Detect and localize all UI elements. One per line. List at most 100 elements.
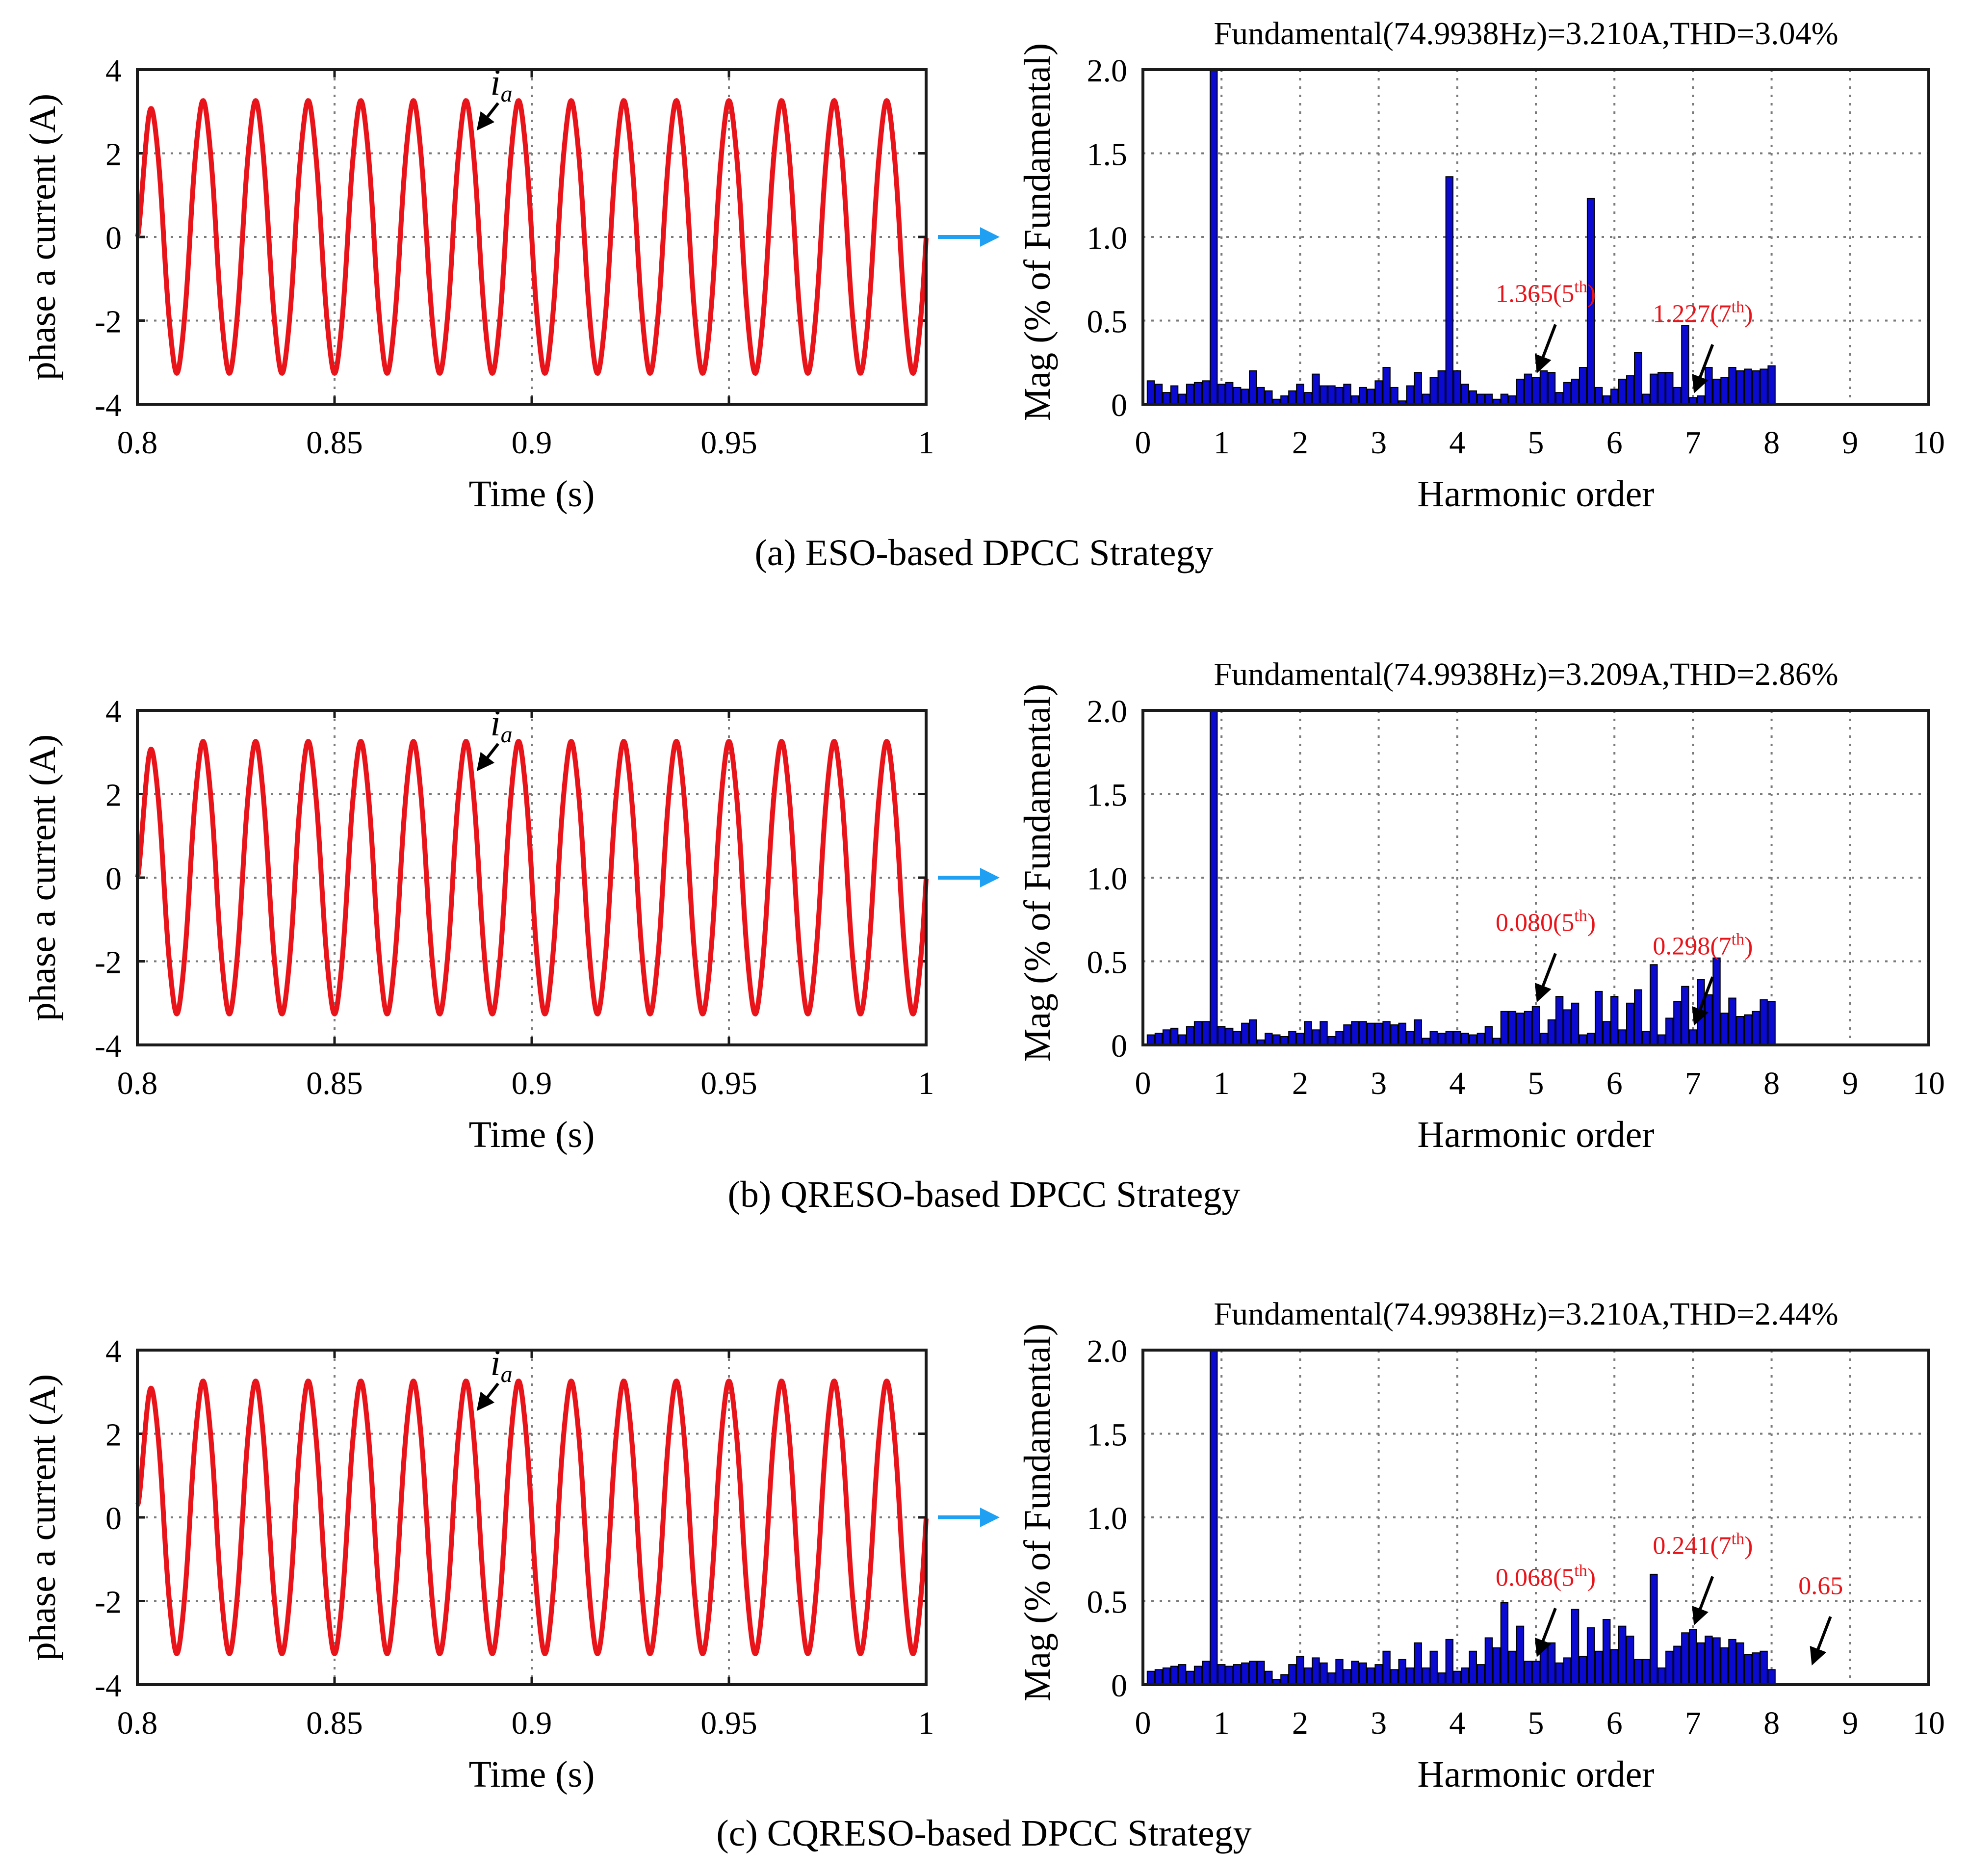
y-tick-label: 2	[105, 137, 122, 173]
harmonic-bar	[1736, 1642, 1744, 1686]
harmonic-bar	[1225, 382, 1234, 405]
series-label-sub: a	[501, 722, 513, 748]
harmonic-bar	[1304, 1667, 1312, 1685]
harmonic-bar	[1697, 1642, 1705, 1686]
harmonic-bar	[1288, 1664, 1296, 1686]
harmonic-bar	[1351, 1661, 1359, 1686]
harmonic-bar	[1531, 377, 1540, 405]
harmonic-bar	[1547, 1019, 1556, 1046]
harmonic-bar	[1555, 392, 1564, 405]
harmonic-bar	[1712, 378, 1721, 405]
harmonic-bar	[1304, 392, 1312, 405]
harmonic-bar	[1531, 1661, 1540, 1686]
harmonic-bar	[1634, 989, 1642, 1045]
figure-caption: (a) ESO-based DPCC Strategy	[754, 532, 1213, 573]
x-tick-label: 1	[1214, 1705, 1230, 1741]
series-label-main: i	[490, 62, 500, 103]
harmonic-bar	[1626, 1002, 1634, 1046]
harmonic-bar	[1233, 1031, 1242, 1045]
harmonic-bar	[1335, 1659, 1344, 1686]
harmonic-bar	[1453, 1031, 1462, 1045]
harmonic-bar	[1476, 393, 1485, 405]
harmonic-bar	[1531, 1006, 1540, 1046]
annotation-close: )	[1587, 1563, 1596, 1591]
x-tick-label: 10	[1913, 1705, 1945, 1741]
harmonic-bar	[1162, 1667, 1171, 1685]
annotation-arrow	[1810, 1616, 1832, 1666]
harmonic-bar	[1193, 1666, 1202, 1685]
harmonic-bar	[1720, 1647, 1729, 1685]
harmonic-bar	[1634, 352, 1642, 405]
y-axis-label: Mag (% of Fundamental)	[1017, 1324, 1058, 1701]
annotation-superscript: th	[1732, 1530, 1744, 1548]
annotation-label: 0.080(5th)	[1496, 907, 1596, 937]
harmonic-bar	[1406, 385, 1414, 405]
harmonic-bar	[1288, 390, 1296, 405]
harmonic-bar	[1343, 384, 1351, 405]
series-label-sub: a	[501, 81, 513, 107]
y-tick-label: -2	[95, 945, 122, 981]
harmonic-bar	[1312, 1029, 1320, 1046]
harmonic-bar	[1445, 1639, 1454, 1685]
harmonic-bar	[1547, 1642, 1556, 1686]
x-tick-label: 1	[1214, 425, 1230, 461]
harmonic-bar	[1296, 1656, 1304, 1685]
harmonic-bar	[1382, 1021, 1391, 1046]
annotation-arrow	[1692, 1576, 1714, 1626]
x-tick-label: 6	[1606, 1705, 1623, 1741]
harmonic-bar	[1705, 994, 1713, 1045]
harmonic-bar	[1265, 1670, 1273, 1685]
harmonic-bar	[1390, 1669, 1398, 1686]
harmonic-bar	[1429, 1650, 1438, 1686]
x-tick-label: 0.8	[117, 425, 158, 461]
annotation-value: 0.65	[1798, 1572, 1843, 1600]
harmonic-bar	[1249, 1019, 1257, 1046]
x-tick-label: 9	[1842, 1705, 1858, 1741]
harmonic-bar	[1178, 1034, 1187, 1045]
annotation-value: 1.365(5	[1496, 280, 1574, 308]
harmonic-bar	[1414, 1019, 1422, 1046]
annotation-superscript: th	[1574, 1562, 1587, 1580]
harmonic-bar	[1374, 1664, 1383, 1686]
harmonic-bar	[1595, 387, 1603, 405]
harmonic-bar	[1367, 1022, 1375, 1045]
harmonic-bar	[1492, 1647, 1501, 1685]
harmonic-bar	[1650, 373, 1658, 405]
harmonic-bar	[1689, 1629, 1697, 1685]
harmonic-bar	[1516, 1013, 1525, 1045]
harmonic-bar	[1728, 1639, 1736, 1685]
harmonic-bar	[1516, 378, 1525, 405]
annotation-close: )	[1744, 932, 1753, 960]
annotation-value: 0.080(5	[1496, 909, 1574, 937]
harmonic-bar	[1767, 1669, 1776, 1686]
annotation-label: 1.227(7th)	[1653, 298, 1753, 328]
harmonic-bar	[1469, 1650, 1477, 1686]
y-tick-label: 2	[105, 778, 122, 813]
x-tick-label: 4	[1449, 1705, 1465, 1741]
x-tick-label: 2	[1292, 1705, 1308, 1741]
harmonic-bar	[1760, 999, 1768, 1046]
series-label-ia: ia	[490, 703, 512, 748]
annotation-label: 0.241(7th)	[1653, 1530, 1753, 1560]
harmonic-bar	[1539, 1647, 1548, 1685]
annotation-close: )	[1587, 909, 1596, 937]
y-tick-label: 2.0	[1087, 694, 1128, 730]
x-tick-label: 0.8	[117, 1705, 158, 1741]
harmonic-bar	[1178, 393, 1187, 405]
harmonic-bar	[1382, 1650, 1391, 1686]
x-tick-label: 8	[1763, 1705, 1780, 1741]
harmonic-bar	[1500, 1011, 1509, 1046]
harmonic-bar	[1202, 1021, 1210, 1046]
y-axis-label: Mag (% of Fundamental)	[1017, 43, 1058, 421]
y-tick-label: -4	[95, 1668, 122, 1704]
series-label-main: i	[490, 703, 500, 744]
harmonic-bar	[1484, 393, 1493, 405]
harmonic-bar	[1689, 1029, 1697, 1046]
harmonic-bar	[1461, 384, 1470, 405]
x-tick-label: 10	[1913, 1066, 1945, 1101]
annotation-label: 1.365(5th)	[1496, 278, 1596, 308]
annotation-arrow	[476, 743, 499, 772]
harmonic-bar	[1524, 1661, 1532, 1686]
harmonic-bar	[1327, 385, 1336, 405]
